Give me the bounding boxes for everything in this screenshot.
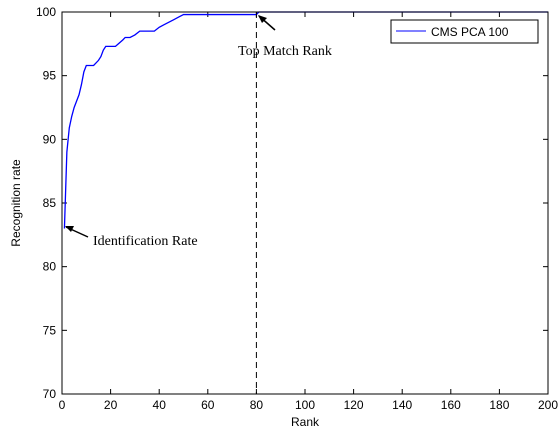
x-axis-label: Rank bbox=[291, 415, 320, 429]
y-tick-label: 80 bbox=[43, 260, 57, 274]
x-tick-label: 20 bbox=[104, 398, 118, 412]
x-tick-label: 120 bbox=[344, 398, 364, 412]
annotation-top-match-text: Top Match Rank bbox=[238, 44, 332, 59]
y-tick-label: 75 bbox=[43, 323, 57, 337]
x-tick-label: 100 bbox=[295, 398, 315, 412]
legend: CMS PCA 100 bbox=[390, 19, 539, 44]
x-tick-label: 180 bbox=[489, 398, 509, 412]
annotation-top-match: Top Match Rank bbox=[238, 15, 332, 59]
legend-label: CMS PCA 100 bbox=[431, 25, 509, 39]
annotation-identification-text: Identification Rate bbox=[93, 234, 198, 249]
x-tick-label: 200 bbox=[538, 398, 558, 412]
y-tick-label: 70 bbox=[43, 387, 57, 401]
y-tick-label: 95 bbox=[43, 69, 57, 83]
arrow-head bbox=[258, 15, 267, 23]
x-tick-label: 80 bbox=[250, 398, 264, 412]
annotation-identification: Identification Rate bbox=[65, 226, 198, 249]
y-axis-label: Recognition rate bbox=[9, 159, 23, 247]
series-line bbox=[63, 11, 548, 229]
x-tick-label: 60 bbox=[201, 398, 215, 412]
x-tick-label: 40 bbox=[153, 398, 167, 412]
y-tick-label: 100 bbox=[36, 5, 56, 19]
x-tick-label: 0 bbox=[59, 398, 66, 412]
arrow-head bbox=[65, 226, 74, 232]
x-tick-label: 140 bbox=[392, 398, 412, 412]
x-tick-label: 160 bbox=[441, 398, 461, 412]
y-tick-label: 85 bbox=[43, 196, 57, 210]
plot-frame bbox=[61, 11, 549, 395]
y-tick-label: 90 bbox=[43, 132, 57, 146]
plot-background bbox=[62, 12, 548, 394]
legend-box bbox=[390, 19, 539, 44]
